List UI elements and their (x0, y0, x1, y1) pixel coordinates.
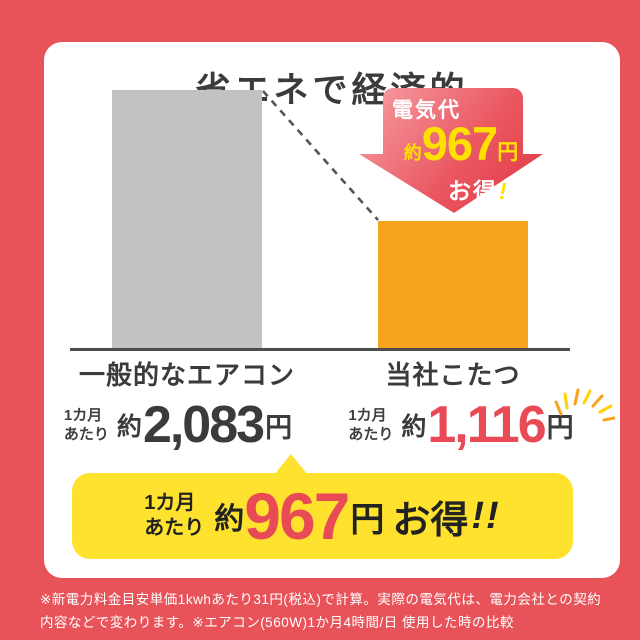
badge-unit: 円 (497, 141, 519, 165)
badge-bang: ! (499, 178, 509, 204)
banner-period: 1カ月 あたり (144, 492, 205, 539)
bar-label-kotatsu: 当社こたつ (385, 360, 521, 390)
banner-suffix: お得 (392, 499, 469, 542)
content-card: 省エネで経済的 電気代 約 967 円 お得! 一般的なエアコン (44, 42, 620, 578)
badge-label-electricity: 電気代 (392, 99, 461, 122)
banner-unit: 円 (350, 500, 385, 539)
price-aircon-unit: 円 (265, 412, 293, 443)
footnote: ※新電力料金目安単価1kwhあたり31円(税込)で計算。実際の電気代は、電力会社… (40, 589, 615, 634)
price-aircon-amount: 2,083 (142, 396, 265, 454)
badge-approx: 約 (403, 143, 422, 164)
price-aircon-period: 1カ月 あたり (63, 406, 109, 444)
savings-arrow-badge (359, 88, 543, 213)
bar-kotatsu (378, 221, 528, 348)
badge-body-shape (383, 88, 523, 164)
banner-bang: !! (471, 494, 501, 537)
badge-amount: 967 (421, 117, 498, 170)
sparkle-icon (554, 388, 615, 422)
price-aircon-approx: 約 (116, 413, 142, 441)
price-kotatsu-period: 1カ月 あたり (348, 406, 394, 444)
savings-banner: 1カ月 あたり 約 967 円 お得 !! (72, 473, 573, 559)
footnote-line2: 内容などで変わります。※エアコン(560W)1か月4時間/日 使用した時の比較 (40, 614, 514, 630)
banner-tail (274, 454, 308, 475)
price-kotatsu-unit: 円 (546, 412, 574, 443)
footnote-line1: ※新電力料金目安単価1kwhあたり31円(税込)で計算。実際の電気代は、電力会社… (40, 592, 602, 607)
price-kotatsu-amount: 1,116 (427, 396, 546, 454)
price-kotatsu-approx: 約 (401, 413, 427, 441)
badge-amount-row: 約 967 円 (386, 117, 536, 170)
bar-aircon (112, 90, 262, 348)
bar-label-aircon: 一般的なエアコン (78, 360, 295, 390)
badge-suffix: お得 (448, 178, 498, 204)
chart-baseline (70, 348, 570, 351)
arrow-down-shape (359, 154, 543, 213)
price-aircon: 1カ月 あたり 約 2,083 円 (44, 394, 312, 456)
price-kotatsu: 1カ月 あたり 約 1,116 円 (328, 394, 594, 456)
banner-amount: 967 (244, 479, 350, 553)
badge-suffix-row: お得! (448, 172, 509, 206)
banner-approx: 約 (214, 503, 245, 536)
